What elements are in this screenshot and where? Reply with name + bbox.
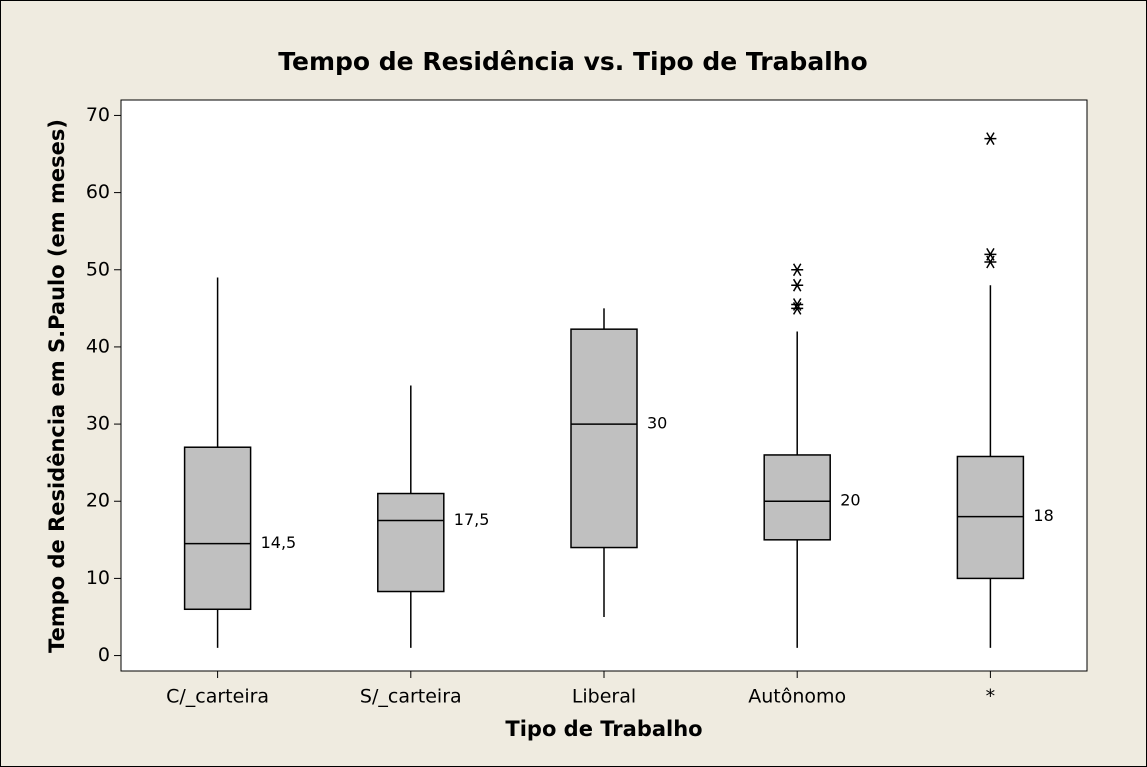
y-tick-label: 10 (86, 567, 110, 589)
y-tick-label: 0 (98, 644, 110, 666)
outlier (984, 132, 997, 145)
median-label: 14,5 (261, 533, 297, 552)
y-axis-label: Tempo de Residência em S.Paulo (em meses… (45, 119, 69, 653)
box (956, 455, 1025, 580)
x-tick-label: Autônomo (748, 686, 846, 708)
y-tick-label: 40 (86, 335, 110, 357)
x-tick-label: C/_carteira (166, 686, 269, 708)
chart-title: Tempo de Residência vs. Tipo de Trabalho (278, 47, 867, 76)
outlier (791, 301, 804, 315)
y-tick-label: 60 (86, 181, 110, 203)
x-tick-label: Liberal (572, 686, 636, 708)
outlier (984, 255, 997, 269)
median-label: 20 (840, 491, 860, 510)
box (377, 492, 445, 593)
box (763, 454, 831, 541)
x-tick-label: S/_carteira (360, 686, 462, 708)
outlier (791, 263, 804, 277)
x-tick-label: * (986, 686, 996, 708)
y-tick-label: 20 (86, 490, 110, 512)
median-label: 18 (1033, 506, 1053, 525)
y-tick-label: 70 (86, 104, 110, 126)
median-label: 30 (647, 414, 667, 433)
outlier (791, 278, 804, 292)
x-axis-label: Tipo de Trabalho (505, 717, 702, 741)
box (183, 446, 252, 611)
median-label: 17,5 (454, 510, 490, 529)
y-tick-label: 30 (86, 413, 110, 435)
y-tick-label: 50 (86, 258, 110, 280)
box (570, 328, 638, 549)
